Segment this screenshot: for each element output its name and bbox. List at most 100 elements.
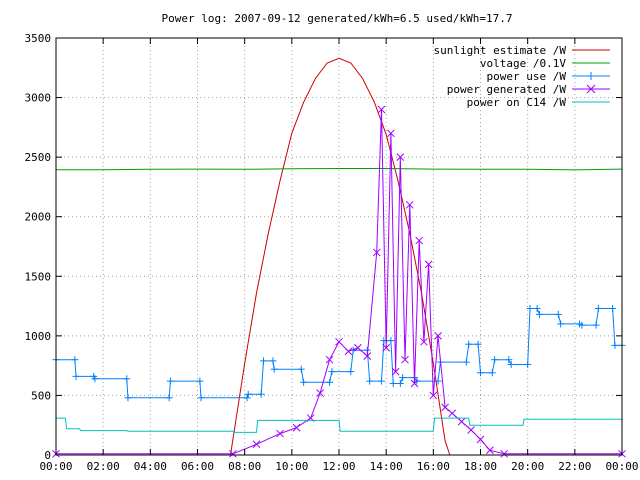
x-tick-label: 22:00 bbox=[558, 460, 591, 473]
data-point-power-use-w bbox=[434, 377, 442, 385]
data-point-power-generated-w bbox=[363, 352, 372, 360]
data-point-power-use-w bbox=[197, 394, 205, 402]
marker-d2 bbox=[325, 355, 334, 364]
marker-d2 bbox=[316, 389, 324, 397]
marker-d2 bbox=[410, 379, 419, 388]
data-point-power-use-w bbox=[594, 304, 602, 312]
data-point-power-use-w bbox=[300, 378, 308, 386]
data-point-power-generated-w bbox=[335, 337, 343, 346]
data-point-power-use-w bbox=[166, 377, 174, 385]
legend-label: sunlight estimate /W bbox=[434, 44, 567, 57]
data-point-power-use-w bbox=[260, 357, 268, 365]
y-tick-label: 3000 bbox=[25, 92, 52, 105]
data-point-power-generated-w bbox=[229, 449, 237, 458]
data-point-power-generated-w bbox=[292, 423, 301, 432]
data-point-power-use-w bbox=[477, 369, 484, 377]
data-point-power-use-w bbox=[533, 304, 541, 312]
marker-d2 bbox=[424, 260, 433, 269]
data-point-power-use-w bbox=[244, 390, 252, 398]
x-tick-label: 00:00 bbox=[39, 460, 72, 473]
x-tick-label: 18:00 bbox=[464, 460, 497, 473]
data-point-power-generated-w bbox=[467, 426, 475, 434]
marker-d2 bbox=[377, 105, 386, 114]
data-point-power-use-w bbox=[91, 375, 99, 383]
data-point-power-generated-w bbox=[441, 403, 449, 412]
legend-label: voltage /0.1V bbox=[480, 57, 566, 70]
marker-d2 bbox=[405, 200, 414, 209]
data-point-power-use-w bbox=[609, 304, 617, 312]
marker-d2 bbox=[229, 449, 237, 458]
marker-d2 bbox=[354, 343, 362, 352]
data-point-power-generated-w bbox=[429, 391, 438, 400]
y-tick-label: 3500 bbox=[25, 32, 52, 45]
series-line-power-on-c14-w bbox=[56, 417, 622, 433]
data-point-power-use-w bbox=[366, 377, 374, 385]
y-tick-label: 0 bbox=[44, 449, 51, 462]
data-point-power-use-w bbox=[524, 360, 532, 368]
data-point-power-use-w bbox=[377, 377, 385, 385]
data-point-power-generated-w bbox=[405, 200, 414, 209]
marker-d2 bbox=[500, 449, 508, 458]
data-point-power-use-w bbox=[396, 380, 404, 388]
marker-d2 bbox=[448, 409, 457, 418]
data-point-power-generated-w bbox=[476, 435, 485, 444]
data-point-power-use-w bbox=[243, 394, 251, 402]
data-point-power-use-w bbox=[71, 356, 79, 364]
data-point-power-use-w bbox=[270, 365, 278, 373]
data-point-power-generated-w bbox=[424, 260, 433, 269]
data-point-power-generated-w bbox=[377, 105, 386, 114]
data-point-power-use-w bbox=[474, 340, 482, 348]
data-point-power-use-w bbox=[297, 365, 305, 373]
marker-d2 bbox=[476, 435, 485, 444]
marker-d2 bbox=[387, 129, 395, 138]
data-point-power-use-w bbox=[389, 380, 397, 388]
data-point-power-use-w bbox=[535, 310, 543, 318]
x-tick-label: 14:00 bbox=[370, 460, 403, 473]
data-point-power-use-w bbox=[465, 340, 473, 348]
marker-d2 bbox=[252, 440, 261, 449]
grid bbox=[56, 38, 622, 455]
marker-d2 bbox=[396, 153, 405, 161]
data-point-power-generated-w bbox=[391, 367, 400, 376]
data-point-power-use-w bbox=[491, 356, 499, 364]
y-tick-label: 1500 bbox=[25, 270, 52, 283]
data-point-power-use-w bbox=[399, 374, 407, 382]
marker-d2 bbox=[363, 352, 372, 360]
marker-d2 bbox=[391, 367, 400, 376]
y-tick-label: 2000 bbox=[25, 211, 52, 224]
data-point-power-use-w bbox=[592, 321, 600, 329]
data-point-power-use-w bbox=[328, 368, 336, 376]
data-point-power-generated-w bbox=[457, 417, 466, 426]
marker-d2 bbox=[441, 403, 449, 412]
data-point-power-use-w bbox=[554, 310, 562, 318]
series-layer bbox=[52, 57, 626, 458]
marker-d2 bbox=[292, 423, 301, 432]
marker-d2 bbox=[382, 343, 391, 352]
data-point-power-generated-w bbox=[415, 236, 424, 245]
x-tick-label: 20:00 bbox=[511, 460, 544, 473]
marker-d2 bbox=[434, 332, 442, 340]
data-point-power-use-w bbox=[507, 360, 515, 368]
data-point-power-generated-w bbox=[434, 332, 442, 340]
data-point-power-generated-w bbox=[410, 379, 419, 388]
data-point-power-generated-w bbox=[344, 347, 353, 356]
data-point-power-generated-w bbox=[420, 337, 428, 346]
data-point-power-generated-w bbox=[396, 153, 405, 161]
marker-d2 bbox=[420, 337, 428, 346]
series-line-power-generated-w bbox=[56, 109, 622, 455]
x-tick-label: 04:00 bbox=[134, 460, 167, 473]
data-point-power-use-w bbox=[326, 378, 334, 386]
data-point-power-use-w bbox=[123, 375, 131, 383]
data-point-power-generated-w bbox=[325, 355, 334, 364]
data-point-power-generated-w bbox=[387, 129, 395, 138]
data-point-power-generated-w bbox=[382, 343, 391, 352]
marker-d2 bbox=[335, 337, 343, 346]
legend-label: power on C14 /W bbox=[467, 96, 567, 109]
axes: 0 500 1000 1500 2000 2500 3000 3500 00:00 02:00 04… bbox=[25, 32, 639, 473]
x-tick-label: 06:00 bbox=[181, 460, 214, 473]
data-point-power-generated-w bbox=[316, 389, 324, 397]
data-point-power-use-w bbox=[611, 341, 619, 349]
x-tick-label: 02:00 bbox=[87, 460, 120, 473]
marker-d2 bbox=[344, 347, 353, 356]
